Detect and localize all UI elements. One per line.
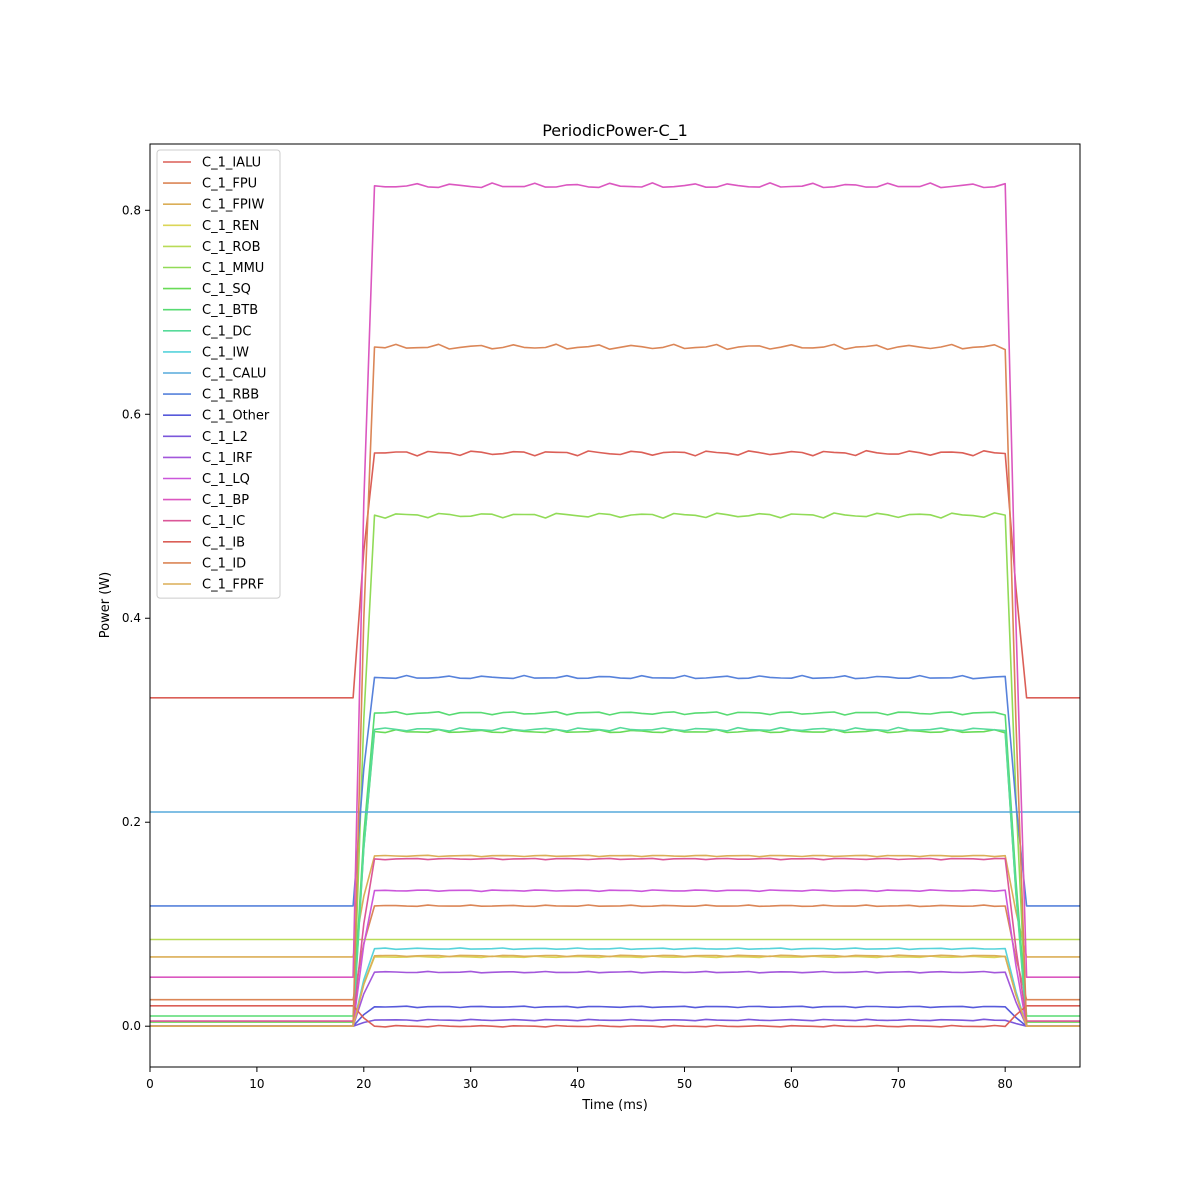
legend-label: C_1_RBB [202, 388, 259, 403]
x-tick-label: 20 [356, 1077, 371, 1091]
x-tick-label: 0 [146, 1077, 154, 1091]
legend-label: C_1_CALU [202, 367, 266, 382]
legend-label: C_1_IB [202, 535, 245, 550]
y-tick-label: 0.0 [122, 1019, 141, 1033]
legend-label: C_1_L2 [202, 430, 248, 445]
legend-label: C_1_IRF [202, 451, 253, 466]
y-tick-label: 0.4 [122, 611, 141, 625]
x-tick-label: 10 [249, 1077, 264, 1091]
legend-label: C_1_FPIW [202, 198, 264, 213]
x-tick-label: 70 [891, 1077, 906, 1091]
x-tick-label: 40 [570, 1077, 585, 1091]
series-line-c-1-fpiw [150, 854, 1080, 958]
series-line-c-1-fpu [150, 904, 1080, 1001]
legend-label: C_1_SQ [202, 282, 251, 297]
legend-label: C_1_FPRF [202, 578, 264, 593]
legend-label: C_1_LQ [202, 472, 250, 487]
legend-label: C_1_ROB [202, 240, 261, 255]
x-tick-label: 60 [784, 1077, 799, 1091]
x-tick-label: 30 [463, 1077, 478, 1091]
y-tick-label: 0.6 [122, 407, 141, 421]
legend-label: C_1_IALU [202, 156, 261, 171]
series-line-c-1-btb [150, 710, 1080, 1017]
series-lines [150, 182, 1080, 1028]
legend-label: C_1_FPU [202, 177, 257, 192]
series-line-c-1-fprf [150, 954, 1080, 1027]
legend-label: C_1_IW [202, 345, 249, 360]
legend-label: C_1_BP [202, 493, 249, 508]
legend-label: C_1_Other [202, 409, 270, 424]
x-axis-label: Time (ms) [581, 1098, 648, 1113]
x-tick-label: 80 [998, 1077, 1013, 1091]
legend: C_1_IALU C_1_FPU C_1_FPIW C_1_REN C_1_ROB C_1… [156, 149, 281, 599]
series-line-c-1-ib [150, 1004, 1080, 1028]
legend-box [156, 149, 281, 599]
legend-label: C_1_MMU [202, 261, 264, 276]
legend-label: C_1_BTB [202, 303, 258, 318]
legend-label: C_1_REN [202, 219, 259, 234]
series-line-c-1-ialu [150, 449, 1080, 699]
legend-label: C_1_IC [202, 514, 245, 529]
chart-title: PeriodicPower-C_1 [542, 121, 688, 141]
y-tick-label: 0.2 [122, 815, 141, 829]
axis-ticks: 0 10 20 30 40 50 60 70 80 0.0 0.2 0.4 0.6 0.8 [122, 203, 1013, 1091]
series-line-c-1-ic [150, 857, 1080, 1022]
legend-label: C_1_ID [202, 556, 246, 571]
plot-frame [149, 143, 1081, 1068]
y-tick-label: 0.8 [122, 203, 141, 217]
legend-label: C_1_DC [202, 324, 251, 339]
x-tick-label: 50 [677, 1077, 692, 1091]
series-line-c-1-bp [150, 182, 1080, 979]
y-axis-label: Power (W) [98, 572, 113, 638]
series-line-c-1-rbb [150, 674, 1080, 907]
series-line-c-1-sq [150, 728, 1080, 1023]
